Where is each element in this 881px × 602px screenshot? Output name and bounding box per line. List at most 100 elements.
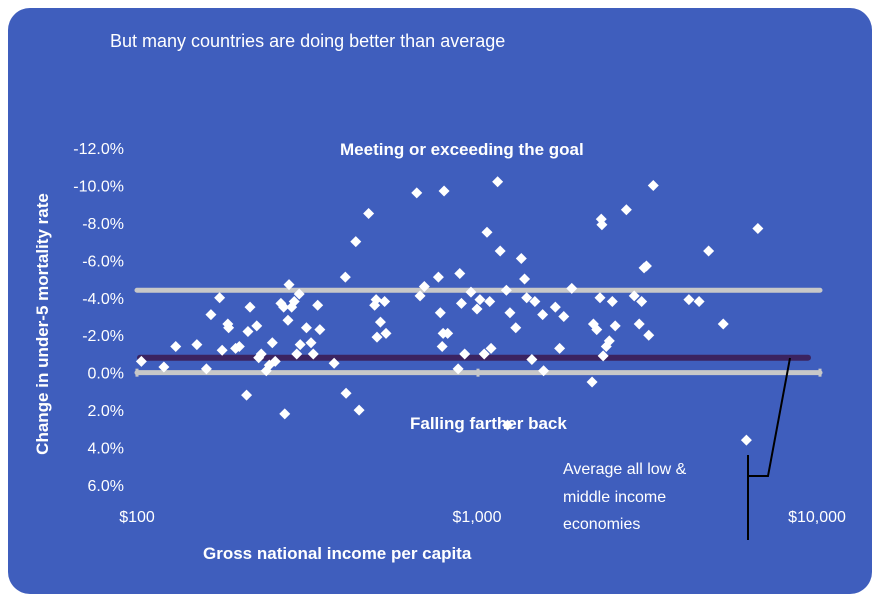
- data-point: [170, 340, 182, 352]
- data-point: [554, 342, 566, 354]
- data-point: [233, 340, 245, 352]
- annotation-above: Meeting or exceeding the goal: [340, 140, 584, 159]
- data-point: [314, 324, 326, 336]
- data-point: [200, 363, 212, 375]
- y-tick-label: 6.0%: [88, 478, 124, 495]
- y-axis-title: Change in under-5 mortality rate: [33, 193, 52, 455]
- data-point: [504, 307, 516, 319]
- x-tick-labels: $100 $1,000 $10,000: [119, 509, 846, 526]
- average-label-line-3: economies: [563, 516, 640, 533]
- data-point: [414, 290, 426, 302]
- data-point: [628, 290, 640, 302]
- data-point: [350, 236, 362, 248]
- data-point: [481, 226, 493, 238]
- y-tick-label: -12.0%: [73, 141, 124, 158]
- data-point: [370, 294, 382, 306]
- data-point: [526, 354, 538, 366]
- data-point: [609, 320, 621, 332]
- data-point: [158, 361, 170, 373]
- data-point: [515, 252, 527, 264]
- data-point: [603, 335, 615, 347]
- data-point: [307, 348, 319, 360]
- data-point: [510, 322, 522, 334]
- data-point: [566, 282, 578, 294]
- data-point: [266, 337, 278, 349]
- data-point: [492, 176, 504, 188]
- data-point: [643, 329, 655, 341]
- data-point: [442, 327, 454, 339]
- annotation-below: Falling farther back: [410, 414, 567, 433]
- data-point: [474, 294, 486, 306]
- data-point: [752, 223, 764, 235]
- y-tick-labels: -12.0% -10.0% -8.0% -6.0% -4.0% -2.0% 0.0% 2.0%…: [73, 141, 124, 495]
- data-point: [500, 284, 512, 296]
- data-point: [494, 245, 506, 257]
- average-callout-line: [747, 357, 791, 540]
- data-point: [717, 318, 729, 330]
- data-point: [434, 307, 446, 319]
- data-point: [293, 288, 305, 300]
- data-point: [282, 314, 294, 326]
- data-point: [537, 309, 549, 321]
- data-point: [374, 316, 386, 328]
- data-point: [455, 297, 467, 309]
- data-point: [521, 292, 533, 304]
- data-point: [640, 260, 652, 272]
- data-point: [305, 337, 317, 349]
- data-point: [606, 296, 618, 308]
- data-point: [242, 325, 254, 337]
- data-point: [529, 296, 541, 308]
- data-point: [740, 434, 752, 446]
- data-point: [279, 408, 291, 420]
- data-point: [647, 179, 659, 191]
- data-point: [693, 296, 705, 308]
- x-axis-title: Gross national income per capita: [203, 544, 472, 563]
- data-point: [255, 348, 267, 360]
- data-point: [241, 389, 253, 401]
- data-point: [432, 271, 444, 283]
- data-point: [353, 404, 365, 416]
- data-point: [251, 320, 263, 332]
- data-point: [597, 350, 609, 362]
- data-point: [471, 303, 483, 315]
- chart-title: But many countries are doing better than…: [110, 31, 505, 51]
- data-point: [205, 309, 217, 321]
- x-tick-label: $100: [119, 509, 155, 526]
- y-tick-label: 0.0%: [88, 366, 124, 383]
- average-label-line-2: middle income: [563, 489, 666, 506]
- data-points: [135, 176, 764, 446]
- data-point: [288, 296, 300, 308]
- y-tick-label: -6.0%: [82, 253, 124, 270]
- data-point: [380, 327, 392, 339]
- data-point: [300, 322, 312, 334]
- data-point: [502, 419, 514, 431]
- data-point: [244, 301, 256, 313]
- reference-lines: [134, 287, 823, 377]
- data-point: [436, 340, 448, 352]
- data-point: [633, 318, 645, 330]
- data-point: [312, 299, 324, 311]
- data-point: [683, 294, 695, 306]
- data-point: [340, 387, 352, 399]
- data-point: [519, 273, 531, 285]
- data-point: [452, 363, 464, 375]
- data-point: [339, 271, 351, 283]
- data-point: [371, 331, 383, 343]
- y-tick-label: -10.0%: [73, 178, 124, 195]
- data-point: [291, 348, 303, 360]
- data-point: [636, 296, 648, 308]
- data-point: [465, 286, 477, 298]
- data-point: [538, 365, 550, 377]
- data-point: [214, 292, 226, 304]
- y-tick-label: -2.0%: [82, 328, 124, 345]
- x-tick-label: $1,000: [453, 509, 502, 526]
- data-point: [558, 311, 570, 322]
- data-point: [411, 187, 423, 199]
- x-tick-label: $10,000: [788, 509, 846, 526]
- data-point: [484, 296, 496, 308]
- y-tick-label: -8.0%: [82, 216, 124, 233]
- average-label-line-1: Average all low &: [563, 461, 687, 478]
- y-tick-label: 2.0%: [88, 403, 124, 420]
- data-point: [418, 281, 430, 293]
- data-point: [135, 355, 147, 367]
